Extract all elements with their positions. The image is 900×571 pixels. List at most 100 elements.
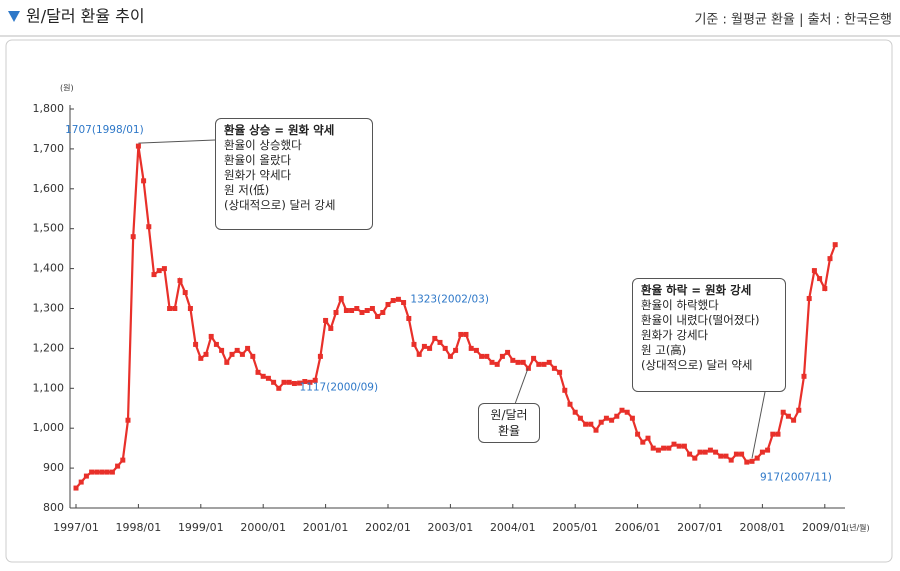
x-tick-label: 2005/01 [552,521,598,534]
data-point [635,431,641,437]
data-point [427,345,433,351]
chart-title: 원/달러 환율 추이 [26,7,145,26]
data-point [401,300,407,306]
x-tick-label: 2002/01 [365,521,411,534]
data-point [754,455,760,461]
data-point [406,315,412,321]
data-point [588,421,594,427]
data-point [655,447,661,453]
data-point [73,485,79,491]
data-point [447,353,453,359]
data-point [333,309,339,315]
data-point [785,413,791,419]
data-point [619,407,625,413]
data-point [707,447,713,453]
data-point [120,457,126,463]
callout-line: 원 저(低) [224,183,270,197]
annotation: 1117(2000/09) [300,382,379,394]
data-point [260,373,266,379]
callout-line: (상대적으로) 달러 강세 [224,198,336,212]
data-point [271,379,277,385]
callout-line: 원 고(高) [641,343,687,357]
data-point [583,421,589,427]
data-point [572,409,578,415]
data-point [78,479,84,485]
data-point [83,473,89,479]
data-point [94,469,100,475]
annotation: 1707(1998/01) [65,124,144,136]
data-point [796,407,802,413]
data-point [182,290,188,296]
data-point [775,431,781,437]
title-icon [8,11,20,22]
data-point [744,459,750,465]
x-tick-label: 2006/01 [615,521,661,534]
data-point [421,343,427,349]
data-point [557,369,563,375]
y-tick-label: 1,700 [33,142,65,155]
data-point [718,453,724,459]
data-point [739,451,745,457]
data-point [817,276,823,282]
data-point [499,353,505,359]
data-point [770,431,776,437]
callout-pointer [751,391,766,459]
legend-pointer [514,368,529,405]
data-point [515,359,521,365]
data-point [349,307,355,313]
data-point [229,351,235,357]
data-point [671,441,677,447]
x-tick-label: 2000/01 [240,521,286,534]
callout-line: 환율이 올랐다 [224,153,292,167]
data-point [343,307,349,313]
y-tick-label: 1,200 [33,341,65,354]
y-tick-label: 800 [43,501,64,514]
y-tick-label: 1,600 [33,182,65,195]
data-point [281,379,287,385]
data-point [245,345,251,351]
data-point [645,435,651,441]
data-point [692,455,698,461]
data-point [307,379,313,385]
y-tick-label: 1,400 [33,262,65,275]
annotation: 1323(2002/03) [410,293,489,305]
data-point [510,357,516,363]
callout-pointer [138,139,216,144]
data-point [130,234,136,240]
data-point [411,341,417,347]
x-tick-label: 1997/01 [53,521,99,534]
x-tick-label: 2001/01 [303,521,349,534]
data-point [239,351,245,357]
data-point [172,306,178,311]
data-point [203,351,209,357]
data-point [697,449,703,455]
data-point [338,296,344,302]
data-point [484,353,490,359]
y-tick-label: 1,800 [33,102,65,115]
data-point [458,331,464,337]
data-point [479,353,485,359]
data-point [713,449,719,455]
data-point [811,268,817,274]
data-point [505,349,511,355]
data-point [546,359,552,365]
header-bg [0,0,900,36]
data-point [328,325,334,331]
data-point [198,355,204,361]
data-point [780,409,786,415]
x-tick-label: 2007/01 [677,521,723,534]
data-point [156,268,162,274]
data-point [765,447,771,453]
y-tick-label: 1,100 [33,381,65,394]
data-point [141,178,147,184]
y-unit: (원) [60,84,74,93]
x-tick-label: 2003/01 [428,521,474,534]
data-point [609,417,615,423]
data-point [213,341,219,347]
data-point [531,355,537,361]
data-point [109,469,115,475]
data-point [603,415,609,421]
data-point [224,359,230,365]
annotation: 917(2007/11) [760,471,832,483]
data-point [687,451,693,457]
